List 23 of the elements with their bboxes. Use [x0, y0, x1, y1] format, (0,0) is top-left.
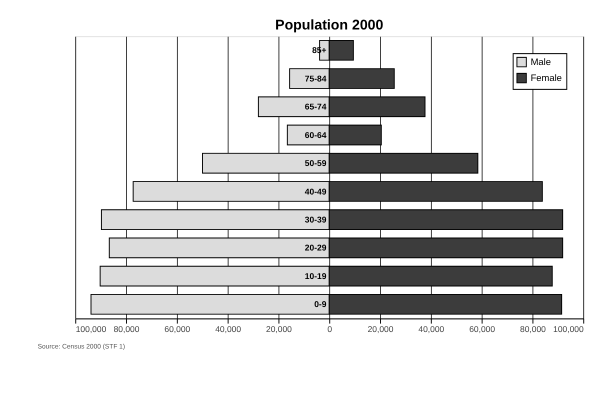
y-tick-label: 75-84 — [304, 73, 327, 84]
legend-label: Female — [530, 72, 562, 83]
x-tick-label: 100,000 — [553, 324, 584, 334]
x-tick-label: 20,000 — [266, 324, 292, 334]
y-tick-label: 10-19 — [304, 270, 327, 281]
x-tick-label: 20,000 — [368, 324, 394, 334]
y-tick-label: 50-59 — [304, 158, 327, 168]
x-tick-label: 40,000 — [418, 324, 445, 334]
x-tick-label: 80,000 — [520, 324, 546, 334]
y-tick-label: 60-64 — [304, 130, 327, 140]
y-tick-label: 20-29 — [304, 242, 327, 253]
x-tick-label: 40,000 — [215, 324, 242, 334]
y-tick-label: 0-9 — [314, 299, 327, 310]
chart-title: Population 2000 — [275, 16, 384, 33]
y-tick-label: 40-49 — [304, 186, 327, 196]
x-tick-label: 80,000 — [114, 324, 140, 334]
x-tick-label: 100,000 — [76, 324, 107, 334]
x-tick-label: 60,000 — [469, 324, 496, 334]
x-tick-label: 60,000 — [164, 324, 191, 334]
legend-label: Male — [530, 56, 551, 67]
y-tick-label: 65-74 — [304, 102, 327, 112]
y-tick-label: 30-39 — [304, 214, 327, 224]
x-tick-label: 0 — [327, 324, 332, 334]
